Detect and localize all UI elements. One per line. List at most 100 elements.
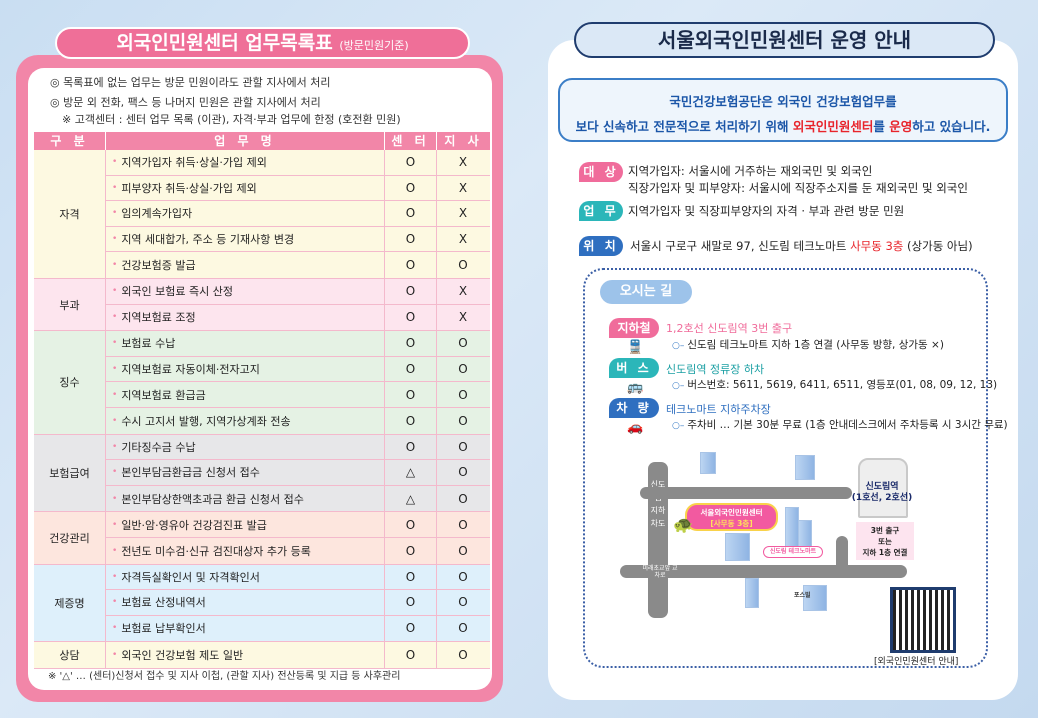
branch-cell: O <box>458 413 468 428</box>
center-cell: O <box>385 382 437 407</box>
header-branch: 지 사 <box>444 134 483 148</box>
task-cell: 보험료 수납 <box>106 331 385 356</box>
road-top <box>640 487 852 499</box>
subway-sub: 신도림 테크노마트 지하 1층 연결 (사무동 방향, 상가동 ×) <box>672 337 944 352</box>
bus-icon: 🚌 <box>627 380 644 395</box>
target-text-2: 직장가입자 및 피부양자: 서울시에 직장주소지를 둔 재외국민 및 외국인 <box>628 181 968 195</box>
directions-title: 오시는 길 <box>600 280 692 304</box>
road-bottom <box>620 565 907 578</box>
center-cell: O <box>385 615 437 642</box>
bus-head: 신도림역 정류장 하차 <box>666 363 765 376</box>
task-cell: 지역보험료 환급금 <box>106 382 385 407</box>
station-lines: (1호선, 2호선) <box>851 493 913 503</box>
center-floor: [사무동 3층] <box>710 519 753 528</box>
center-cell: O <box>385 642 437 668</box>
info-title: 서울외국인민원센터 운영 안내 <box>574 22 995 58</box>
car-badge: 차 량 <box>609 398 659 418</box>
location-note: (상가동 아님) <box>903 239 973 253</box>
task-cell: 전년도 미수검·신규 검진대상자 추가 등록 <box>106 537 385 564</box>
building <box>803 585 827 611</box>
qr-code[interactable] <box>890 587 956 653</box>
center-cell: O <box>385 407 437 434</box>
location-badge: 위 치 <box>579 236 623 256</box>
center-cell: O <box>385 252 437 278</box>
center-cell: O <box>385 226 437 252</box>
work-list-title: 외국인민원센터 업무목록표 (방문민원기준) <box>55 27 470 59</box>
exit-text: 또는 <box>878 537 892 546</box>
center-callout: 서울외국인민원센터 [사무동 3층] <box>685 503 778 531</box>
branch-cell: O <box>458 439 468 454</box>
subway-badge: 지하철 <box>609 318 659 338</box>
station-name: 신도림역 <box>865 482 899 492</box>
branch-cell: X <box>458 155 468 170</box>
intro-box: 국민건강보험공단은 외국인 건강보험업무를 보다 신속하고 전문적으로 처리하기… <box>558 78 1008 142</box>
header-category: 구 분 <box>34 132 106 150</box>
branch-cell: X <box>458 310 468 325</box>
branch-cell: O <box>458 648 468 663</box>
crossroad-label: 미래초교앞 교차로 <box>642 565 678 579</box>
note-3: ※ 고객센터 : 센터 업무 목록 (이관), 자격·부과 업무에 한정 (호전… <box>62 113 401 126</box>
center-cell: O <box>385 512 437 537</box>
table-group: 보험급여기타징수금 수납OO본인부담금환급금 신청서 접수△O본인부담상한액초과… <box>34 434 490 513</box>
intro-text: 보다 신속하고 전문적으로 처리하기 위해 <box>575 119 793 134</box>
car-head: 테크노마트 지하주차장 <box>666 403 771 416</box>
center-cell: O <box>385 564 437 590</box>
intro-highlight: 운영 <box>889 119 913 134</box>
center-cell: △ <box>385 460 437 485</box>
building <box>700 452 716 474</box>
task-cell: 보험료 납부확인서 <box>106 615 385 642</box>
category-cell: 보험급여 <box>34 434 106 512</box>
category-cell: 부과 <box>34 278 106 331</box>
center-name: 서울외국인민원센터 <box>700 508 763 517</box>
note-1: ◎ 목록표에 없는 업무는 방문 민원이라도 관할 지사에서 처리 <box>50 76 331 89</box>
train-illustration <box>858 458 908 518</box>
center-cell: O <box>385 434 437 460</box>
branch-cell: X <box>458 284 468 299</box>
mascot-icon: 🐢 <box>673 515 693 534</box>
branch-cell: O <box>458 491 468 506</box>
task-cell: 자격득실확인서 및 자격확인서 <box>106 564 385 590</box>
building <box>785 507 799 547</box>
location-text: 서울시 구로구 새말로 97, 신도림 테크노마트 사무동 3층 (상가동 아님… <box>630 238 973 254</box>
category-cell: 상담 <box>34 642 106 668</box>
posville-label: 포스빌 <box>794 592 811 599</box>
title-text: 외국인민원센터 업무목록표 <box>116 32 333 54</box>
footnote: ※ '△' … (센터)신청서 접수 및 지사 이첩, (관할 지사) 전산등록… <box>48 671 401 682</box>
group-rows: 지역가입자 취득·상실·가입 제외OX피부양자 취득·상실·가입 제외OX임의계… <box>106 150 490 278</box>
task-cell: 보험료 산정내역서 <box>106 590 385 615</box>
task-cell: 외국인 보험료 즉시 산정 <box>106 278 385 304</box>
task-cell: 피부양자 취득·상실·가입 제외 <box>106 175 385 201</box>
category-cell: 징수 <box>34 331 106 434</box>
branch-cell: X <box>458 180 468 195</box>
target-text-1: 지역가입자: 서울시에 거주하는 재외국민 및 외국인 <box>628 164 873 178</box>
note-2: ◎ 방문 외 전화, 팩스 등 나머지 민원은 관할 지사에서 처리 <box>50 96 321 109</box>
center-cell: O <box>385 278 437 304</box>
category-cell: 제증명 <box>34 564 106 642</box>
group-rows: 보험료 수납OO지역보험료 자동이체·전자고지OO지역보험료 환급금OO수시 고… <box>106 331 490 434</box>
header-task: 업 무 명 <box>106 132 385 150</box>
table-row: 지역보험료 조정O X <box>106 304 490 331</box>
table-header: 구 분 업 무 명 센 터 지 사 <box>34 132 490 150</box>
branch-cell: X <box>458 206 468 221</box>
bus-sub: 버스번호: 5611, 5619, 6411, 6511, 영등포(01, 08… <box>672 377 997 392</box>
branch-cell: O <box>458 595 468 610</box>
task-cell: 건강보험증 발급 <box>106 252 385 278</box>
directions-box <box>583 268 988 668</box>
center-cell: O <box>385 331 437 356</box>
branch-cell: O <box>458 569 468 584</box>
task-cell: 지역보험료 조정 <box>106 304 385 331</box>
car-icon: 🚗 <box>627 420 644 435</box>
group-rows: 외국인 보험료 즉시 산정O X 지역보험료 조정O X <box>106 278 490 331</box>
intro-text: 하고 있습니다. <box>912 119 991 134</box>
group-rows: 기타징수금 수납OO본인부담금환급금 신청서 접수△O본인부담상한액초과금 환급… <box>106 434 490 512</box>
intro-line-2: 보다 신속하고 전문적으로 처리하기 위해 외국인민원센터를 운영하고 있습니다… <box>560 114 1006 139</box>
bus-badge: 버 스 <box>609 358 659 378</box>
